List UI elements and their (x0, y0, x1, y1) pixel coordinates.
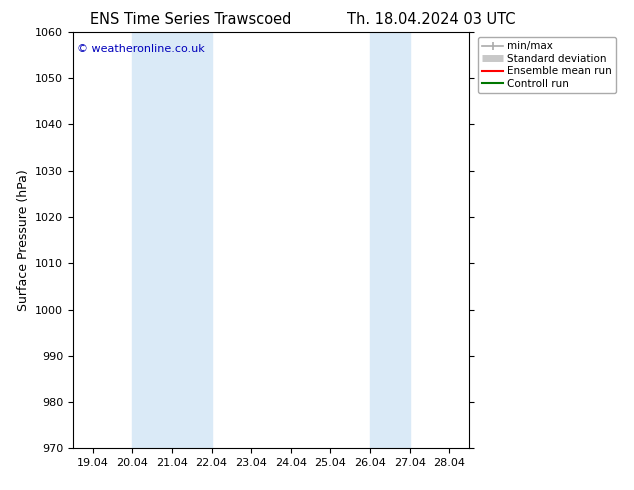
Text: Th. 18.04.2024 03 UTC: Th. 18.04.2024 03 UTC (347, 12, 515, 27)
Text: ENS Time Series Trawscoed: ENS Time Series Trawscoed (89, 12, 291, 27)
Text: © weatheronline.co.uk: © weatheronline.co.uk (77, 44, 205, 54)
Y-axis label: Surface Pressure (hPa): Surface Pressure (hPa) (16, 169, 30, 311)
Bar (370, 32, 410, 448)
Bar (133, 32, 212, 448)
Legend: min/max, Standard deviation, Ensemble mean run, Controll run: min/max, Standard deviation, Ensemble me… (478, 37, 616, 93)
